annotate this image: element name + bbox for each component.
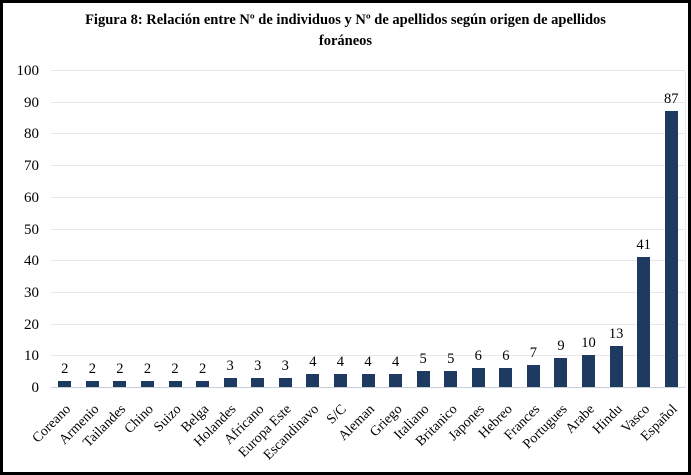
x-tick-label: Hindu: [590, 402, 626, 438]
bar: [416, 371, 430, 387]
bar-value-label: 2: [61, 360, 69, 377]
gridline: [51, 323, 685, 325]
bar: [554, 358, 568, 387]
gridline: [51, 165, 685, 167]
gridline: [51, 70, 685, 71]
y-tick-label: 100: [16, 63, 40, 79]
bar: [637, 257, 651, 387]
bar: [58, 380, 72, 387]
bar-value-label: 3: [254, 357, 262, 374]
gridline: [51, 196, 685, 198]
gridline: [51, 355, 685, 357]
bar: [499, 367, 513, 387]
bar: [85, 380, 99, 387]
y-tick-label: 50: [24, 221, 39, 238]
y-tick-label: 90: [24, 94, 39, 111]
bar: [664, 111, 678, 387]
bar: [168, 380, 182, 387]
gridline: [51, 260, 685, 262]
bar-value-label: 13: [608, 325, 624, 342]
x-tick-label: Chino: [122, 402, 158, 437]
chart-title: Figura 8: Relación entre Nº de individuo…: [3, 10, 688, 51]
bar-value-label: 2: [198, 360, 207, 377]
y-tick-label: 70: [24, 158, 39, 175]
y-tick-label: 80: [24, 126, 39, 143]
y-tick-label: 30: [24, 284, 39, 301]
bar-value-label: 41: [636, 237, 651, 254]
gridline: [51, 228, 685, 230]
bar-value-label: 5: [447, 351, 455, 368]
bar-value-label: 7: [529, 344, 538, 361]
y-tick-label: 0: [31, 380, 40, 396]
bar-value-label: 4: [391, 354, 400, 371]
bar: [389, 374, 403, 387]
bar: [444, 371, 458, 387]
bar-value-label: 9: [557, 338, 565, 355]
x-tick-label: Arabe: [563, 402, 599, 437]
x-tick-label: Suizo: [151, 402, 185, 436]
bar: [471, 367, 485, 387]
gridline: [51, 133, 685, 135]
bar: [113, 380, 127, 387]
bar: [333, 374, 347, 387]
x-axis: Coreano Armenio Tailandes Chino Suizo Belga Ho…: [30, 394, 685, 472]
bar-value-label: 87: [663, 91, 679, 108]
bar: [223, 377, 237, 387]
bar-value-label: 2: [171, 360, 179, 377]
bar-value-label: 2: [143, 360, 152, 377]
bar-value-label: 3: [281, 357, 289, 374]
y-axis: 0 10 20 30 40 50 60 70 80 90 100: [3, 63, 40, 396]
bar-value-label: 2: [116, 360, 124, 377]
bar-value-label: 4: [364, 354, 372, 371]
bar: [609, 345, 623, 387]
bar: [526, 364, 540, 387]
bar-value-label: 6: [474, 347, 482, 364]
y-tick-label: 60: [24, 189, 39, 206]
bar-value-label: 4: [336, 354, 345, 371]
y-tick-label: 10: [24, 348, 39, 365]
y-tick-label: 40: [24, 253, 39, 270]
bar-value-label: 6: [502, 347, 510, 364]
bar: [582, 355, 596, 387]
bar: [278, 377, 292, 387]
bar: [361, 374, 375, 387]
bar-value-label: 5: [419, 351, 427, 368]
gridline: [51, 101, 685, 103]
bar: [140, 380, 154, 387]
bar-value-label: 4: [309, 354, 317, 371]
bar: [251, 377, 265, 387]
bar-value-label: 2: [88, 360, 96, 377]
bar-value-label: 3: [226, 357, 234, 374]
y-tick-label: 20: [24, 316, 39, 333]
plot-area: 2 2 2 2 2 2 3 3 3 4 4 4 4 5 5 6 6 7 9 10 13 41 87: [51, 70, 686, 388]
x-axis-line: [51, 387, 685, 388]
bar-value-label: 10: [581, 335, 596, 352]
bar: [306, 374, 320, 387]
bar: [196, 380, 210, 387]
chart-title-text: Figura 8: Relación entre Nº de individuo…: [85, 12, 606, 49]
gridline: [51, 291, 685, 293]
